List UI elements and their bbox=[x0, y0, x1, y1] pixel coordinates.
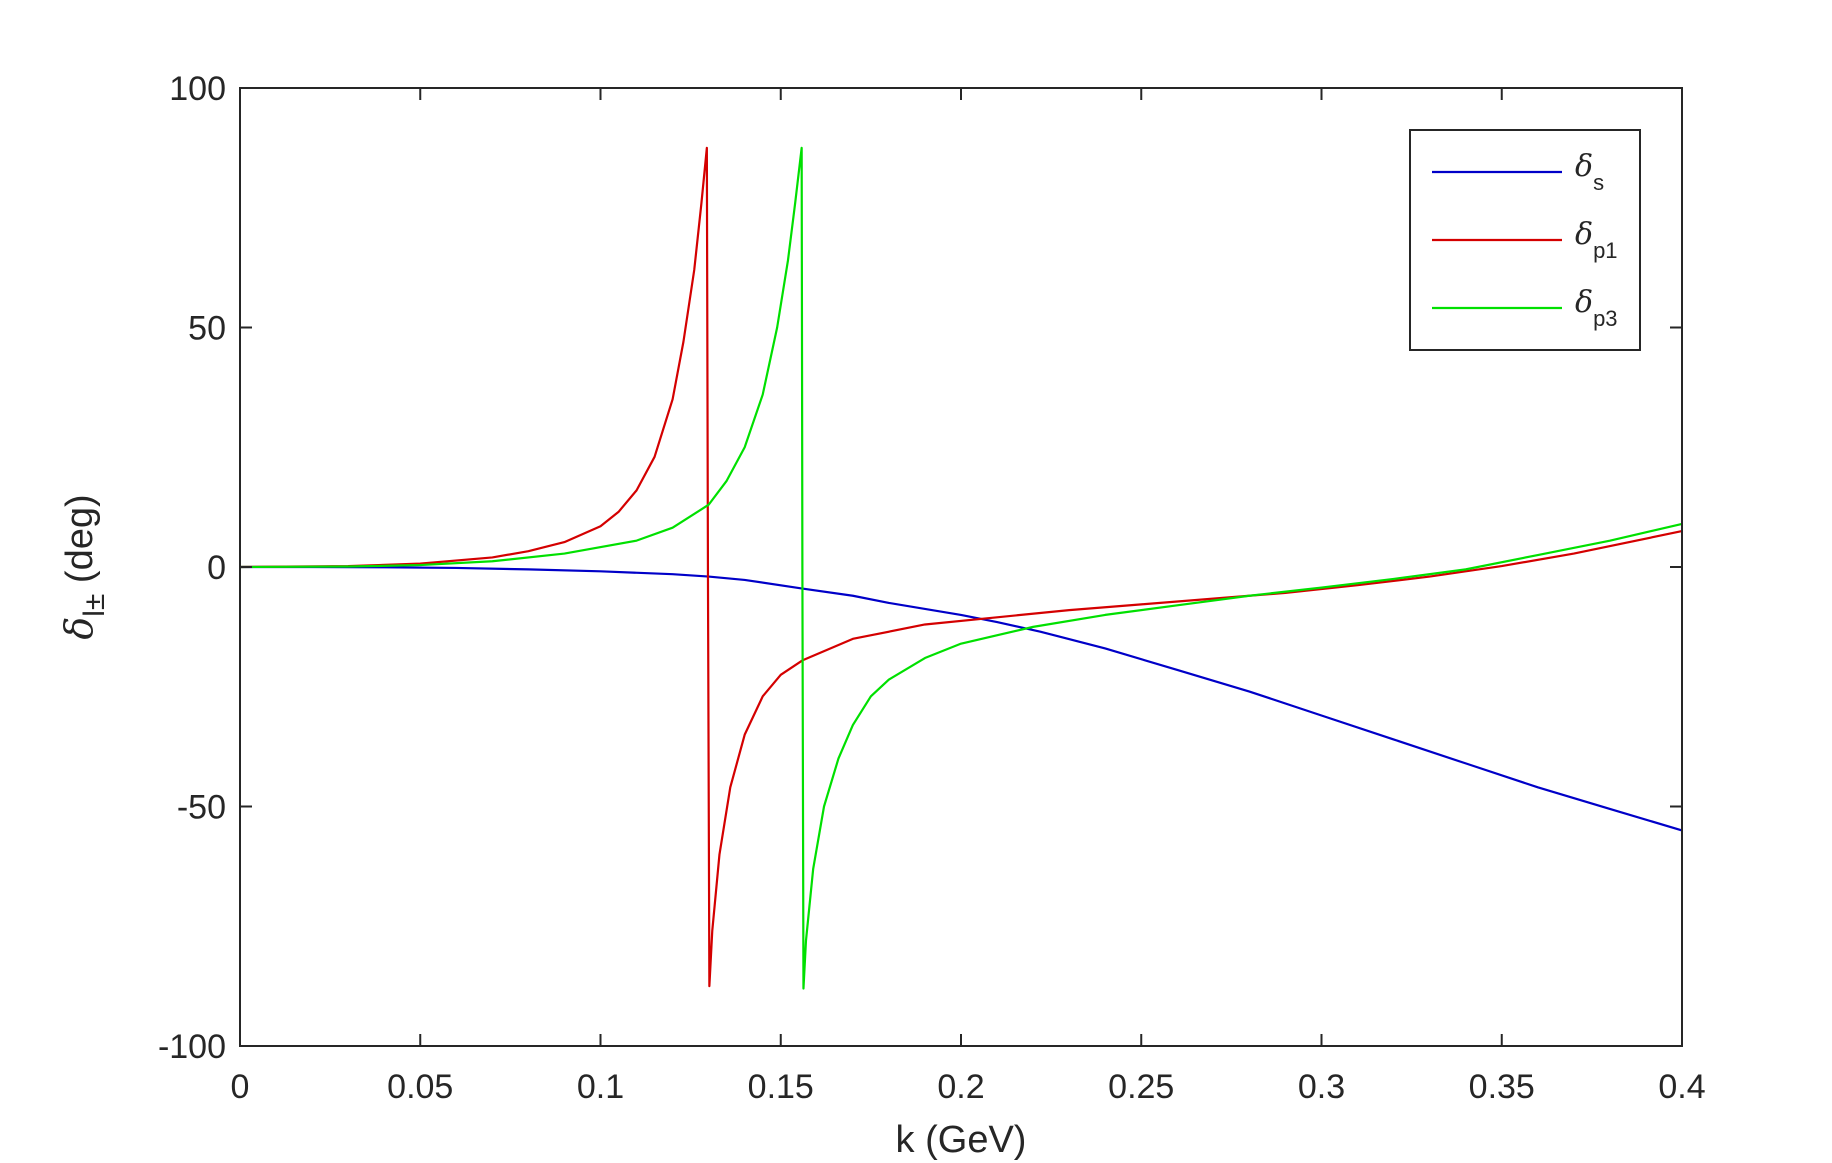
legend-label-s: δs bbox=[1575, 149, 1604, 195]
legend-label-p1: δp1 bbox=[1575, 217, 1618, 263]
ticks-layer: 0 0.05 0.1 0.15 0.2 0.25 0.3 0.35 0.4 -100 -50 0 50 1… bbox=[158, 70, 1706, 1106]
legend-symbol: δ bbox=[1575, 285, 1593, 320]
x-tick-label: 0 bbox=[231, 1068, 250, 1106]
series-layer bbox=[239, 146, 1683, 990]
legend-subscript: p3 bbox=[1593, 306, 1617, 331]
legend-subscript: p1 bbox=[1593, 238, 1617, 263]
x-tick-label: 0.25 bbox=[1108, 1068, 1174, 1106]
x-tick-label: 0.35 bbox=[1469, 1068, 1535, 1106]
y-tick-label: -100 bbox=[158, 1028, 226, 1066]
legend-label-p3: δp3 bbox=[1575, 285, 1618, 331]
y-tick-label: 100 bbox=[169, 70, 226, 108]
x-tick-label: 0.4 bbox=[1658, 1068, 1705, 1106]
x-tick-label: 0.05 bbox=[387, 1068, 453, 1106]
x-tick-label: 0.3 bbox=[1298, 1068, 1345, 1106]
series-line-s bbox=[240, 565, 1683, 832]
series-line-p1 bbox=[239, 146, 1683, 988]
y-tick-label: 50 bbox=[188, 310, 226, 348]
y-axis-label-suffix: (deg) bbox=[59, 494, 101, 593]
x-tick-label: 0.1 bbox=[577, 1068, 624, 1106]
y-tick-label: -50 bbox=[177, 789, 226, 827]
legend-symbol: δ bbox=[1575, 217, 1593, 252]
y-axis-label-symbol: δ bbox=[57, 617, 101, 640]
legend-subscript: s bbox=[1593, 170, 1604, 195]
x-tick-label: 0.2 bbox=[937, 1068, 984, 1106]
y-axis-label: δl± (deg) bbox=[57, 494, 111, 639]
y-axis-label-subscript: l± bbox=[78, 594, 111, 617]
legend-symbol: δ bbox=[1575, 149, 1593, 184]
x-tick-label: 0.15 bbox=[748, 1068, 814, 1106]
y-tick-label: 0 bbox=[207, 549, 226, 587]
x-axis-label: k (GeV) bbox=[896, 1119, 1027, 1161]
series-line-p3 bbox=[239, 146, 1683, 990]
